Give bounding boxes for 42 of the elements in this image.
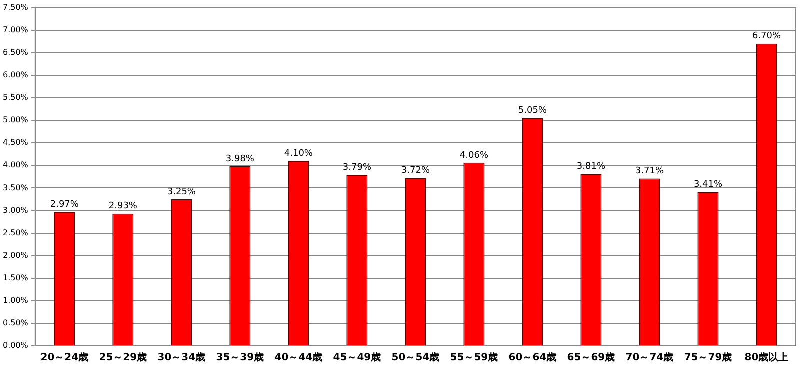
data-label: 3.98% bbox=[226, 154, 255, 164]
data-label: 3.25% bbox=[167, 187, 196, 198]
data-label: 3.72% bbox=[401, 166, 430, 176]
x-tick-label: 45～49歳 bbox=[333, 352, 382, 364]
y-tick-label: 5.50% bbox=[2, 93, 29, 102]
y-tick-label: 2.00% bbox=[2, 250, 29, 260]
x-tick-label: 65～69歳 bbox=[567, 352, 616, 364]
data-label: 3.41% bbox=[694, 180, 723, 190]
y-tick-label: 6.00% bbox=[2, 70, 29, 80]
y-tick-label: 6.50% bbox=[2, 48, 29, 57]
y-tick-label: 7.00% bbox=[2, 25, 29, 34]
data-label: 4.06% bbox=[460, 150, 489, 161]
data-label: 6.70% bbox=[752, 32, 782, 42]
x-tick-label: 80歳以上 bbox=[744, 352, 789, 364]
y-tick-label: 1.00% bbox=[2, 296, 29, 305]
x-tick-label: 50～54歳 bbox=[392, 352, 440, 364]
data-label: 2.97% bbox=[50, 200, 80, 210]
data-label: 3.81% bbox=[576, 162, 606, 172]
y-tick-label: 0.50% bbox=[2, 318, 29, 328]
data-label: 3.79% bbox=[342, 162, 372, 173]
y-tick-label: 4.50% bbox=[2, 138, 29, 148]
data-label: 2.93% bbox=[108, 202, 138, 212]
y-tick-label: 3.50% bbox=[2, 183, 29, 192]
data-label: 3.71% bbox=[635, 166, 664, 177]
x-tick-label: 40～44歳 bbox=[274, 352, 323, 364]
y-tick-label: 5.00% bbox=[2, 116, 29, 125]
x-tick-label: 20～24歳 bbox=[40, 352, 89, 364]
x-tick-label: 70～74歳 bbox=[626, 352, 674, 364]
x-tick-label: 75～79歳 bbox=[684, 352, 732, 364]
x-tick-label: 60～64歳 bbox=[508, 352, 557, 364]
x-tick-label: 30～34歳 bbox=[158, 352, 206, 364]
data-label: 4.10% bbox=[284, 148, 314, 159]
x-tick-label: 25～29歳 bbox=[99, 352, 148, 364]
data-label: 5.05% bbox=[518, 106, 548, 116]
y-tick-label: 3.00% bbox=[2, 206, 29, 215]
x-tick-label: 55～59歳 bbox=[450, 352, 498, 364]
y-tick-label: 4.00% bbox=[2, 160, 29, 170]
x-tick-label: 35～39歳 bbox=[216, 352, 264, 364]
y-tick-label: 2.50% bbox=[2, 228, 29, 238]
y-tick-label: 0.00% bbox=[2, 341, 29, 350]
y-tick-label: 7.50% bbox=[2, 2, 29, 12]
y-tick-label: 1.50% bbox=[2, 273, 29, 282]
